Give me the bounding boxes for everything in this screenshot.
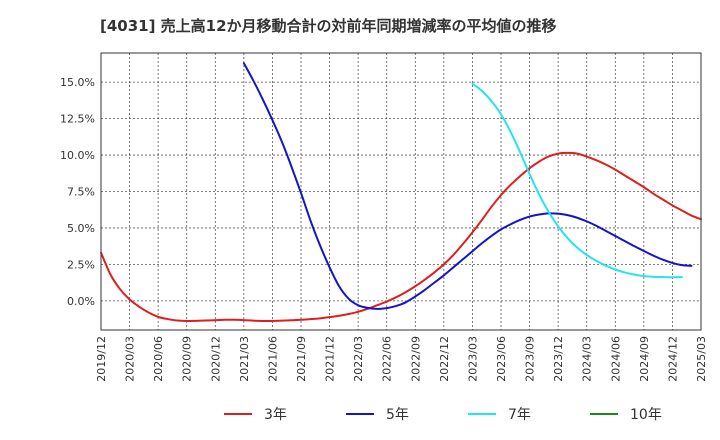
chart-title: [4031] 売上高12か月移動合計の対前年同期増減率の平均値の推移: [100, 17, 557, 35]
chart-series-group: [100, 62, 702, 322]
x-tick-label: 2021/09: [295, 336, 308, 382]
x-tick-label: 2021/06: [266, 336, 279, 382]
y-tick-label: 0.0%: [67, 295, 95, 308]
plot-area-frame: [100, 52, 702, 331]
x-tick-label: 2024/12: [666, 336, 679, 382]
legend-label-3: 10年: [630, 407, 662, 423]
x-tick-label: 2022/03: [352, 336, 365, 382]
legend-label-2: 7年: [508, 407, 531, 423]
y-tick-label: 10.0%: [60, 149, 95, 162]
x-tick-label: 2020/06: [152, 336, 165, 382]
chart-grid: [101, 53, 701, 330]
x-tick-label: 2021/03: [238, 336, 251, 382]
x-tick-label: 2020/09: [181, 336, 194, 382]
y-tick-label: 5.0%: [67, 222, 95, 235]
x-tick-label: 2024/03: [581, 336, 594, 382]
x-tick-label: 2019/12: [95, 336, 108, 382]
y-tick-label: 2.5%: [67, 258, 95, 271]
x-tick-label: 2021/12: [324, 336, 337, 382]
x-tick-label: 2025/03: [695, 336, 708, 382]
legend-label-1: 5年: [386, 407, 409, 423]
x-tick-label: 2023/09: [524, 336, 537, 382]
x-tick-label: 2022/12: [438, 336, 451, 382]
y-tick-label: 12.5%: [60, 113, 95, 126]
x-tick-label: 2024/06: [609, 336, 622, 382]
x-axis-ticks: 2019/12 2020/03 2020/06 2020/09 2020/12 2021/…: [95, 336, 708, 382]
legend-label-0: 3年: [264, 407, 287, 423]
y-axis-ticks: 0.0% 2.5% 5.0% 7.5% 10.0% 12.5% 15.0%: [60, 76, 95, 308]
chart-legend: 3年 5年 7年 10年: [224, 407, 662, 423]
x-tick-label: 2020/12: [209, 336, 222, 382]
x-tick-label: 2023/06: [495, 336, 508, 382]
x-tick-label: 2023/03: [466, 336, 479, 382]
series-line-1: [242, 62, 693, 310]
y-tick-label: 7.5%: [67, 186, 95, 199]
x-tick-label: 2024/09: [638, 336, 651, 382]
y-tick-label: 15.0%: [60, 76, 95, 89]
x-tick-label: 2020/03: [124, 336, 137, 382]
x-tick-label: 2022/06: [381, 336, 394, 382]
x-tick-label: 2023/12: [552, 336, 565, 382]
series-line-2: [471, 82, 683, 279]
x-tick-label: 2022/09: [409, 336, 422, 382]
series-line-0: [100, 151, 702, 322]
